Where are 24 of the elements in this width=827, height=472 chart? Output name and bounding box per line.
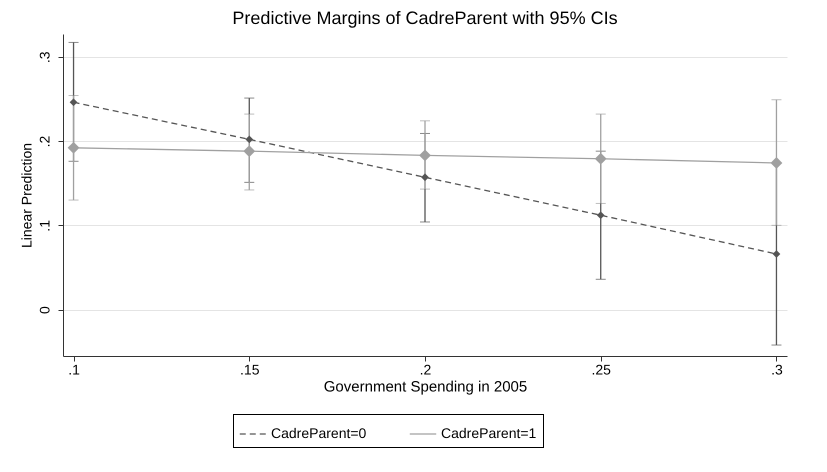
point bbox=[243, 145, 256, 158]
y-tick-label: .1 bbox=[36, 220, 52, 232]
point bbox=[596, 211, 605, 220]
point bbox=[245, 135, 254, 144]
point bbox=[594, 152, 607, 165]
x-tick-label: .1 bbox=[68, 362, 80, 378]
point bbox=[419, 149, 431, 162]
y-tick-label: .3 bbox=[36, 51, 52, 64]
point bbox=[770, 157, 782, 169]
x-tick-label: .3 bbox=[771, 362, 783, 378]
legend-label: CadreParent=0 bbox=[271, 425, 367, 441]
legend-label: CadreParent=1 bbox=[441, 425, 537, 441]
y-axis-title: Linear Prediction bbox=[18, 142, 34, 248]
point bbox=[421, 173, 429, 182]
y-tick-label: 0 bbox=[36, 306, 52, 314]
x-tick-label: .2 bbox=[420, 362, 432, 378]
x-tick-label: .15 bbox=[240, 362, 260, 378]
y-tick-label: .2 bbox=[36, 136, 52, 148]
chart-title: Predictive Margins of CadreParent with 95% CIs bbox=[232, 8, 618, 28]
x-tick-label: .25 bbox=[591, 362, 612, 378]
x-axis-title: Government Spending in 2005 bbox=[324, 378, 528, 396]
point bbox=[68, 142, 80, 154]
point bbox=[70, 98, 78, 106]
point bbox=[772, 250, 780, 258]
